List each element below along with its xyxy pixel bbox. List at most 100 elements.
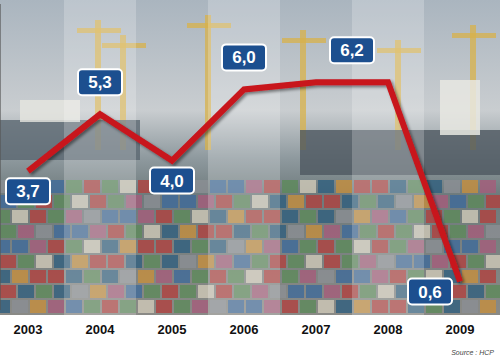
- container: [324, 255, 340, 268]
- crane-arm: [282, 38, 326, 43]
- line: [28, 82, 460, 281]
- data-label-box: [78, 69, 122, 95]
- container: [144, 195, 160, 208]
- container: [156, 210, 172, 223]
- data-label-text: 0,6: [418, 283, 442, 302]
- container: [174, 240, 190, 253]
- container: [468, 255, 484, 268]
- container: [0, 255, 16, 268]
- data-label: 4,0: [150, 168, 194, 194]
- data-label-text: 4,0: [160, 172, 184, 191]
- container: [480, 210, 496, 223]
- container: [156, 300, 172, 313]
- chart: 20032004200520062007200820093,75,34,06,0…: [0, 0, 500, 360]
- data-label-text: 6,2: [340, 41, 364, 60]
- container: [318, 270, 334, 283]
- x-tick-label: 2003: [14, 322, 43, 337]
- container: [282, 270, 298, 283]
- crane-arm: [452, 33, 496, 38]
- container: [0, 285, 16, 298]
- container: [138, 210, 154, 223]
- container: [12, 210, 28, 223]
- container: [282, 300, 298, 313]
- y-axis-line: [0, 4, 1, 310]
- container: [306, 255, 322, 268]
- container: [12, 240, 28, 253]
- container: [282, 180, 298, 193]
- container: [300, 210, 316, 223]
- container: [486, 255, 500, 268]
- container: [468, 195, 484, 208]
- background: [0, 0, 500, 315]
- container: [336, 210, 352, 223]
- container: [288, 285, 304, 298]
- data-label-box: [408, 279, 452, 305]
- container: [462, 180, 478, 193]
- plot-area: [28, 82, 460, 281]
- container: [462, 300, 478, 313]
- data-label-box: [222, 44, 266, 70]
- container: [48, 300, 64, 313]
- container: [174, 300, 190, 313]
- container: [0, 225, 16, 238]
- container: [192, 300, 208, 313]
- container: [138, 270, 154, 283]
- data-label: 5,3: [78, 69, 122, 95]
- band: [208, 0, 280, 315]
- x-tick-label: 2009: [446, 322, 475, 337]
- container: [282, 240, 298, 253]
- container: [192, 270, 208, 283]
- container: [48, 210, 64, 223]
- container: [486, 195, 500, 208]
- container: [306, 285, 322, 298]
- container: [180, 255, 196, 268]
- source: Source : HCP: [451, 349, 494, 356]
- container: [192, 240, 208, 253]
- container: [0, 240, 10, 253]
- container: [336, 180, 352, 193]
- container: [180, 195, 196, 208]
- container: [444, 210, 460, 223]
- container: [300, 180, 316, 193]
- container: [12, 300, 28, 313]
- container: [324, 285, 340, 298]
- container: [48, 270, 64, 283]
- container: [462, 270, 478, 283]
- container: [324, 195, 340, 208]
- container: [174, 210, 190, 223]
- container: [156, 270, 172, 283]
- container: [462, 240, 478, 253]
- container: [36, 225, 52, 238]
- container: [288, 195, 304, 208]
- container: [288, 255, 304, 268]
- container: [306, 225, 322, 238]
- container: [0, 210, 10, 223]
- container: [144, 225, 160, 238]
- container: [480, 240, 496, 253]
- container: [432, 255, 448, 268]
- x-tick-label: 2007: [302, 322, 331, 337]
- background-photo: [0, 0, 500, 315]
- container: [144, 285, 160, 298]
- container: [486, 225, 500, 238]
- building: [440, 80, 480, 135]
- container: [468, 225, 484, 238]
- x-tick-label: 2008: [374, 322, 403, 337]
- x-tick-label: 2006: [230, 322, 259, 337]
- data-label-box: [6, 178, 50, 204]
- axis-strip: [0, 315, 500, 360]
- container: [282, 210, 298, 223]
- container: [462, 210, 478, 223]
- container: [324, 225, 340, 238]
- container: [468, 285, 484, 298]
- data-label: 0,6: [408, 279, 452, 305]
- container: [336, 300, 352, 313]
- data-label-text: 3,7: [16, 182, 40, 201]
- data-label-text: 6,0: [232, 48, 256, 67]
- container: [162, 195, 178, 208]
- container: [18, 225, 34, 238]
- container: [162, 225, 178, 238]
- container: [30, 300, 46, 313]
- container: [0, 300, 10, 313]
- container: [162, 255, 178, 268]
